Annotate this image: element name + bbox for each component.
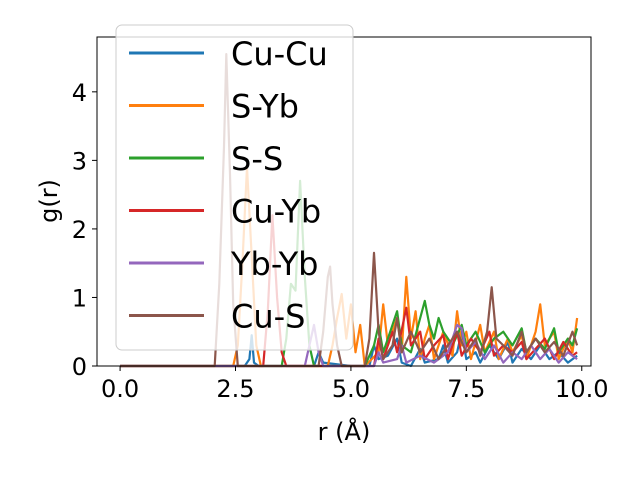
x-tick-label: 10.0 [555, 375, 608, 403]
y-axis-ticks: 0 1 2 3 4 [72, 79, 97, 381]
legend-label-cu-s: Cu-S [231, 298, 305, 336]
legend: Cu-Cu S-Yb S-S Cu-Yb Yb-Yb Cu-S [115, 24, 354, 351]
x-tick-label: 0.0 [101, 375, 139, 403]
y-axis-label: g(r) [35, 179, 63, 223]
legend-label-s-yb: S-Yb [231, 88, 299, 126]
y-tick-label: 4 [72, 79, 87, 107]
x-axis-ticks: 0.0 2.5 5.0 7.5 10.0 [101, 366, 608, 403]
x-axis-label: r (Å) [318, 417, 371, 446]
x-tick-label: 5.0 [332, 375, 370, 403]
y-tick-label: 0 [72, 353, 87, 381]
x-tick-label: 7.5 [447, 375, 485, 403]
legend-label-s-s: S-S [231, 140, 283, 178]
series-line-cu-yb [120, 214, 578, 368]
legend-label-cu-cu: Cu-Cu [231, 35, 328, 73]
y-tick-label: 1 [72, 284, 87, 312]
y-tick-label: 3 [72, 147, 87, 175]
y-tick-label: 2 [72, 216, 87, 244]
x-tick-label: 2.5 [216, 375, 254, 403]
legend-label-cu-yb: Cu-Yb [231, 193, 321, 231]
legend-label-yb-yb: Yb-Yb [230, 245, 318, 283]
